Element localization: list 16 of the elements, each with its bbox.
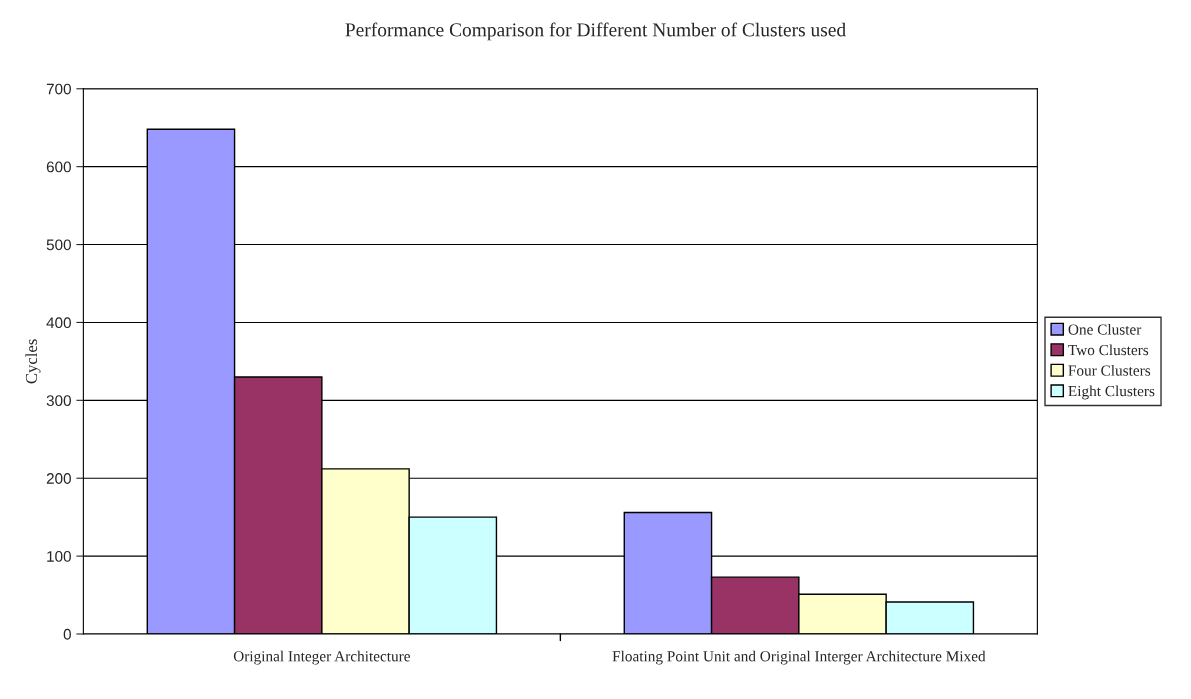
chart-title: Performance Comparison for Different Number of Clusters used <box>345 22 846 41</box>
y-tick-label: 700 <box>46 83 71 95</box>
y-tick-label: 400 <box>46 317 71 329</box>
y-tick-label: 600 <box>46 161 71 173</box>
legend-label: Eight Clusters <box>1068 385 1155 400</box>
legend-label: Two Clusters <box>1068 344 1149 356</box>
y-tick-label: 300 <box>46 395 71 407</box>
legend-label: Four Clusters <box>1068 364 1151 376</box>
legend-label: One Cluster <box>1068 323 1142 335</box>
y-axis-title: Cycles <box>25 339 41 384</box>
x-tick-label: Floating Point Unit and Original Interger Architecture Mixed <box>612 650 986 665</box>
x-tick-label: Original Integer Architecture <box>233 650 410 665</box>
y-tick-label: 100 <box>47 550 71 562</box>
y-tick-label: 500 <box>46 239 71 251</box>
y-tick-label: 200 <box>46 473 71 484</box>
y-tick-label: 0 <box>63 628 71 640</box>
